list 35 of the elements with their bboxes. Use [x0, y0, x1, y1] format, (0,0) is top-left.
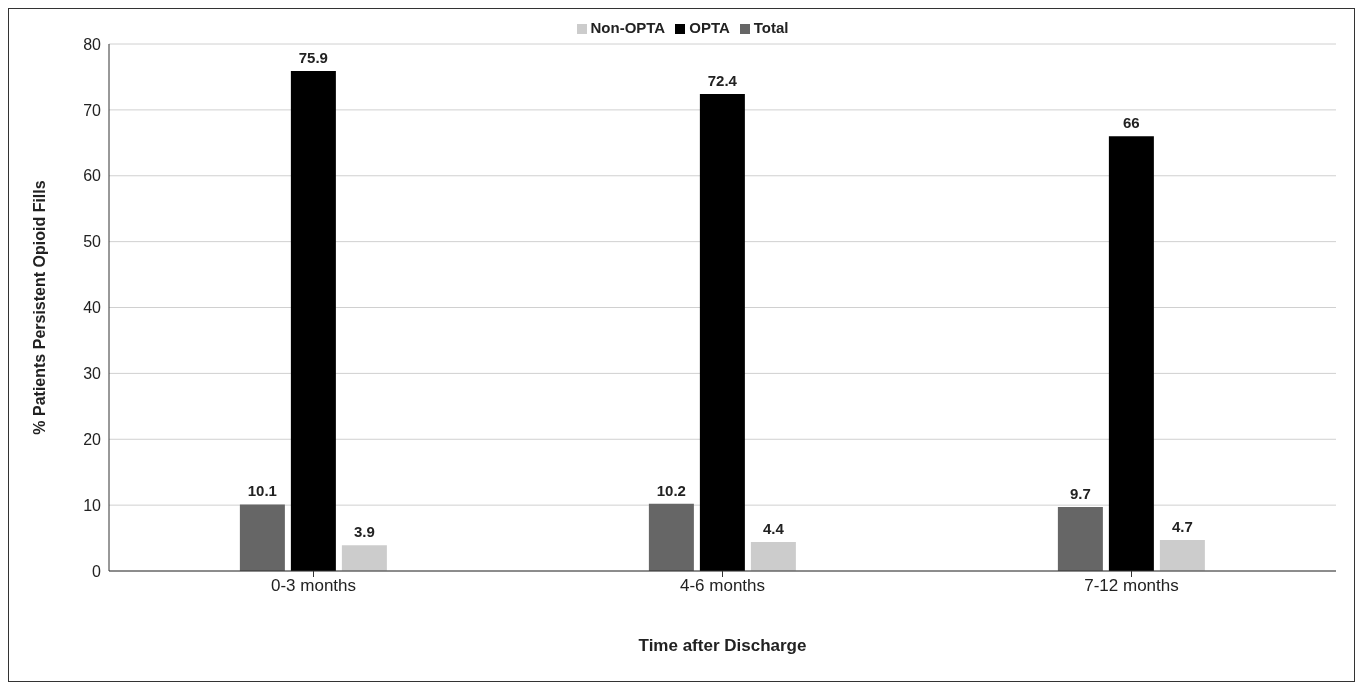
x-tick-label: 0-3 months: [270, 576, 357, 596]
y-tick-label: 80: [83, 35, 102, 53]
data-label: 10.2: [656, 481, 686, 499]
bar: [750, 542, 796, 571]
y-tick-label: 50: [83, 233, 102, 251]
bar: [341, 545, 387, 571]
y-tick-label: 0: [92, 562, 102, 580]
data-label: 4.7: [1171, 518, 1193, 536]
legend-label: OPTA: [689, 19, 730, 36]
data-label: 75.9: [298, 49, 328, 67]
data-label: 10.1: [247, 482, 277, 500]
data-label: 3.9: [353, 523, 375, 541]
x-tick-label: 7-12 months: [1084, 576, 1179, 596]
bar: [290, 71, 336, 571]
bar: [699, 94, 745, 571]
y-tick-label: 70: [83, 101, 102, 119]
x-tick-label: 4-6 months: [679, 576, 766, 596]
x-axis-title: Time after Discharge: [638, 636, 807, 655]
bar: [1057, 507, 1103, 571]
data-label: 72.4: [707, 72, 738, 90]
y-tick-label: 60: [83, 167, 102, 185]
y-tick-label: 40: [83, 299, 102, 317]
bar: [1159, 540, 1205, 571]
legend-label: Total: [753, 19, 789, 36]
y-tick-label: 10: [83, 496, 102, 514]
bar: [239, 504, 285, 571]
y-axis-title: % Patients Persistent Opioid Fills: [30, 180, 48, 435]
legend-label: Non-OPTA: [590, 19, 666, 36]
y-tick-label: 30: [83, 365, 102, 383]
data-label: 9.7: [1069, 485, 1091, 503]
data-label: 4.4: [762, 520, 785, 538]
y-tick-label: 20: [83, 430, 102, 448]
bar: [1108, 136, 1154, 571]
data-label: 66: [1123, 114, 1140, 132]
bar: [648, 503, 694, 571]
